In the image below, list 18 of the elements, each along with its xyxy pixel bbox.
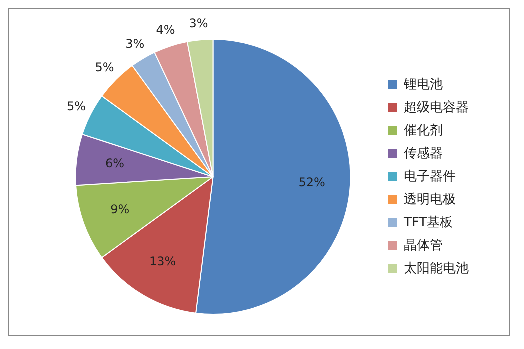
data-label: 5% <box>95 60 114 75</box>
legend-label: 晶体管 <box>404 238 443 254</box>
data-label: 9% <box>110 202 130 217</box>
data-label: 52% <box>298 175 326 190</box>
legend-label: 超级电容器 <box>404 99 469 116</box>
data-label: 3% <box>126 37 145 51</box>
legend-label: 太阳能电池 <box>404 261 469 276</box>
legend-label: TFT基板 <box>403 215 454 230</box>
data-label: 3% <box>189 16 208 30</box>
legend-label: 锂电池 <box>403 77 443 92</box>
legend-label: 透明电极 <box>404 192 456 208</box>
data-label: 13% <box>150 254 176 268</box>
data-label: 5% <box>66 99 86 114</box>
data-label: 4% <box>156 23 176 38</box>
legend-label: 传感器 <box>404 146 443 162</box>
data-label: 6% <box>106 156 125 171</box>
legend-label: 催化剂 <box>404 122 443 138</box>
legend-label: 电子器件 <box>404 169 456 184</box>
